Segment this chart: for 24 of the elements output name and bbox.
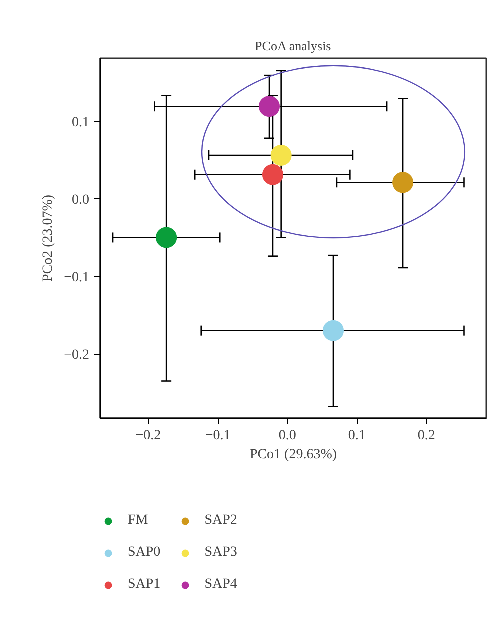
legend-label: SAP4 — [204, 577, 238, 593]
x-axis-title: PCo1 (29.63%) — [250, 448, 338, 462]
y-tick-label: −0.1 — [64, 270, 90, 286]
x-tick-label: −0.2 — [136, 428, 162, 444]
legend-label: SAP3 — [204, 545, 238, 561]
x-tick-label: 0.2 — [418, 428, 436, 444]
point — [156, 227, 178, 248]
point — [392, 172, 414, 194]
point — [322, 320, 344, 342]
y-tick-label: −0.2 — [64, 348, 90, 364]
x-tick-label: −0.1 — [205, 428, 231, 444]
y-axis-title: PCo2 (23.07%) — [41, 194, 56, 282]
legend-label: SAP2 — [204, 513, 238, 529]
legend-label: SAP0 — [128, 545, 161, 561]
point — [262, 164, 284, 186]
y-tick-label: 0.1 — [72, 115, 90, 130]
y-tick-label: 0.0 — [72, 192, 90, 208]
point — [270, 145, 292, 166]
legend-label: FM — [128, 513, 148, 529]
legend-label: SAP1 — [128, 577, 161, 593]
x-tick-label: 0.1 — [348, 428, 366, 444]
point — [259, 96, 280, 118]
chart-title: PCoA analysis — [255, 38, 332, 54]
x-tick-label: 0.0 — [278, 428, 296, 444]
